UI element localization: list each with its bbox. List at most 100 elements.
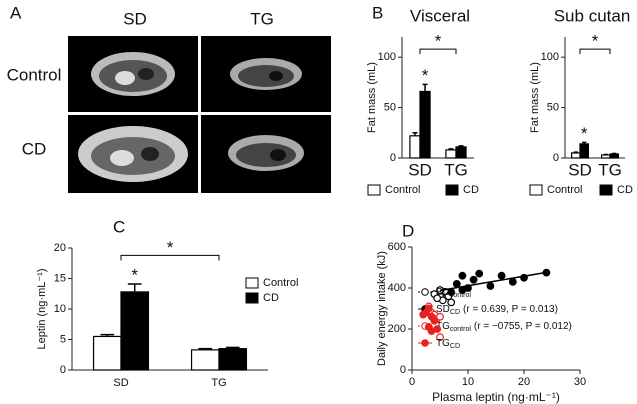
x-tick-label: 0 (409, 376, 415, 388)
x-tick-label: SD (408, 160, 432, 179)
x-tick-label: TG (444, 160, 468, 179)
legend-stat: (r = 0.639, P = 0.013) (463, 304, 558, 315)
bar (600, 154, 611, 159)
panel-label: C (113, 217, 125, 236)
column-label: TG (250, 9, 274, 28)
significance: * (167, 238, 174, 257)
point (452, 280, 461, 288)
point (508, 277, 517, 286)
bar (190, 349, 220, 371)
panel-label: D (402, 221, 414, 240)
point (475, 269, 484, 278)
bar (570, 152, 581, 159)
y-tick-label: 0 (390, 152, 396, 164)
x-tick-label: SD (568, 160, 592, 179)
legend-swatch (529, 184, 543, 196)
x-tick-label: 10 (462, 376, 474, 388)
y-axis-label: Daily energy intake (kJ) (376, 251, 388, 366)
legend-name: TG (436, 338, 450, 349)
panel-label: A (10, 3, 22, 22)
significance-bracket (579, 48, 611, 55)
point (486, 282, 495, 290)
y-tick-label: 10 (54, 303, 66, 315)
legend-swatch (245, 292, 259, 304)
y-tick-label: 50 (547, 101, 559, 113)
legend-swatch (599, 184, 613, 196)
y-tick-label: 0 (60, 364, 66, 376)
y-tick-label: 200 (388, 323, 406, 335)
y-tick-label: 20 (54, 242, 66, 254)
x-tick-label: TG (598, 160, 622, 179)
mri-images (68, 36, 331, 193)
point (433, 294, 442, 303)
point (469, 275, 478, 284)
row-label: CD (22, 139, 47, 158)
point (520, 273, 528, 282)
x-tick-label: TG (211, 377, 226, 389)
bar (120, 291, 150, 371)
legend-swatch (445, 184, 459, 196)
legend-subscript: CD (450, 343, 460, 350)
bar (609, 153, 619, 159)
legend-stat: (r = −0755, P = 0.012) (474, 321, 572, 332)
point (427, 327, 436, 335)
point (497, 271, 506, 280)
significance: * (422, 66, 429, 85)
chart-title: Sub cutan (554, 6, 631, 25)
point (430, 316, 439, 325)
significance: * (581, 124, 588, 143)
point (436, 333, 444, 342)
legend-marker (421, 339, 429, 347)
row-label: Control (7, 65, 62, 84)
legend-subscript: CD (450, 309, 460, 316)
legend-label: SDcontrol (436, 287, 471, 299)
point (542, 268, 551, 277)
column-label: SD (123, 9, 147, 28)
y-tick-label: 100 (378, 51, 396, 63)
point (424, 304, 433, 313)
point (447, 298, 456, 307)
legend-swatch (245, 277, 259, 289)
significance-bracket (419, 48, 457, 55)
significance: * (131, 265, 138, 284)
legend-swatch (367, 184, 381, 196)
legend-subscript: control (450, 326, 471, 333)
legend-marker (421, 288, 429, 296)
legend-label: Control (547, 184, 582, 196)
significance: * (435, 32, 442, 51)
y-tick-label: 5 (60, 333, 66, 345)
point (458, 271, 467, 280)
y-axis-label: Fat mass (mL) (366, 62, 378, 133)
legend-label: TGcontrol (r = −0755, P = 0.012) (436, 321, 572, 333)
legend-name: TG (436, 321, 450, 332)
legend-label: CD (463, 184, 479, 196)
x-tick-label: SD (113, 377, 128, 389)
y-tick-label: 400 (388, 282, 406, 294)
legend-label: TGCD (436, 338, 460, 350)
point (419, 310, 428, 319)
legend-label: CD (617, 184, 633, 196)
legend-name: SD (436, 304, 450, 315)
bar (218, 348, 248, 371)
legend-label: Control (263, 277, 298, 289)
legend-label: SDCD (r = 0.639, P = 0.013) (436, 304, 558, 316)
bar (419, 90, 431, 159)
bar (92, 335, 122, 371)
significance-bracket (120, 254, 220, 261)
point (436, 312, 444, 321)
bar (409, 135, 421, 159)
point (447, 288, 456, 297)
y-tick-label: 600 (388, 241, 406, 253)
legend-label: Control (385, 184, 420, 196)
point (458, 286, 467, 294)
y-tick-label: 0 (553, 152, 559, 164)
y-axis-label: Fat mass (mL) (529, 62, 541, 133)
legend-name: SD (436, 287, 450, 298)
significance: * (592, 32, 599, 51)
y-axis-label: Leptin (ng·mL⁻¹) (36, 268, 48, 349)
chart-title: Visceral (410, 6, 470, 25)
y-tick-label: 0 (400, 364, 406, 376)
panel-label: B (372, 3, 383, 22)
legend-subscript: control (450, 292, 471, 299)
